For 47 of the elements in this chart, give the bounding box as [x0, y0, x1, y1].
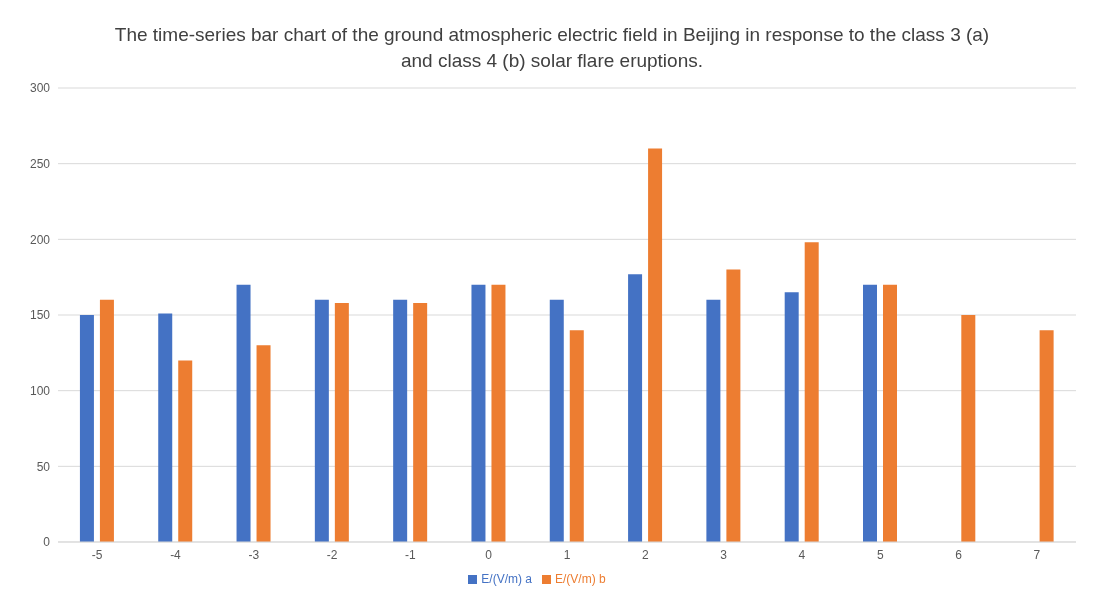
bar [863, 284, 877, 542]
x-tick-label: 6 [955, 547, 963, 562]
chart-title: The time-series bar chart of the ground atmospheric electric field in Beijing in response to the class 3 (a) and class 4 (b) solar flare eruptions. [113, 23, 991, 73]
bar [961, 315, 976, 542]
x-tick-label: 1 [563, 547, 571, 562]
bar [804, 242, 819, 542]
x-tick-label: -2 [326, 547, 338, 562]
x-tick-label: -5 [91, 547, 103, 562]
bar [784, 292, 799, 542]
y-tick-label: 150 [29, 308, 51, 323]
x-tick-label: 4 [798, 547, 806, 562]
bar [393, 299, 408, 542]
bar [1039, 330, 1054, 542]
bar [79, 315, 94, 542]
bar [471, 284, 486, 542]
bar [413, 302, 428, 542]
bar [549, 299, 564, 542]
x-tick-label: 5 [876, 547, 884, 562]
y-tick-label: 300 [29, 81, 51, 96]
legend-label: E/(V/m) a [481, 572, 532, 586]
bar [158, 313, 173, 542]
bar [256, 345, 271, 542]
x-tick-label: 2 [641, 547, 649, 562]
x-tick-label: 0 [485, 547, 493, 562]
x-tick-label: 3 [720, 547, 728, 562]
x-tick-label: -4 [170, 547, 182, 562]
y-tick-label: 0 [43, 535, 51, 550]
bar [648, 148, 663, 542]
y-tick-label: 100 [29, 383, 51, 398]
bar [491, 284, 506, 542]
bar [314, 299, 329, 542]
x-tick-label: 7 [1033, 547, 1041, 562]
y-tick-label: 250 [29, 156, 51, 171]
bar [569, 330, 584, 542]
bar [178, 360, 193, 542]
bar [726, 269, 741, 542]
x-tick-label: -3 [248, 547, 260, 562]
bar [334, 302, 349, 542]
legend-label: E/(V/m) b [555, 572, 606, 586]
bar [883, 284, 897, 542]
bar [99, 299, 114, 542]
bar [706, 299, 721, 542]
x-tick-label: -1 [405, 547, 417, 562]
bar [628, 274, 643, 542]
bar [236, 284, 251, 542]
y-tick-label: 200 [29, 232, 51, 247]
y-tick-label: 50 [36, 459, 51, 474]
